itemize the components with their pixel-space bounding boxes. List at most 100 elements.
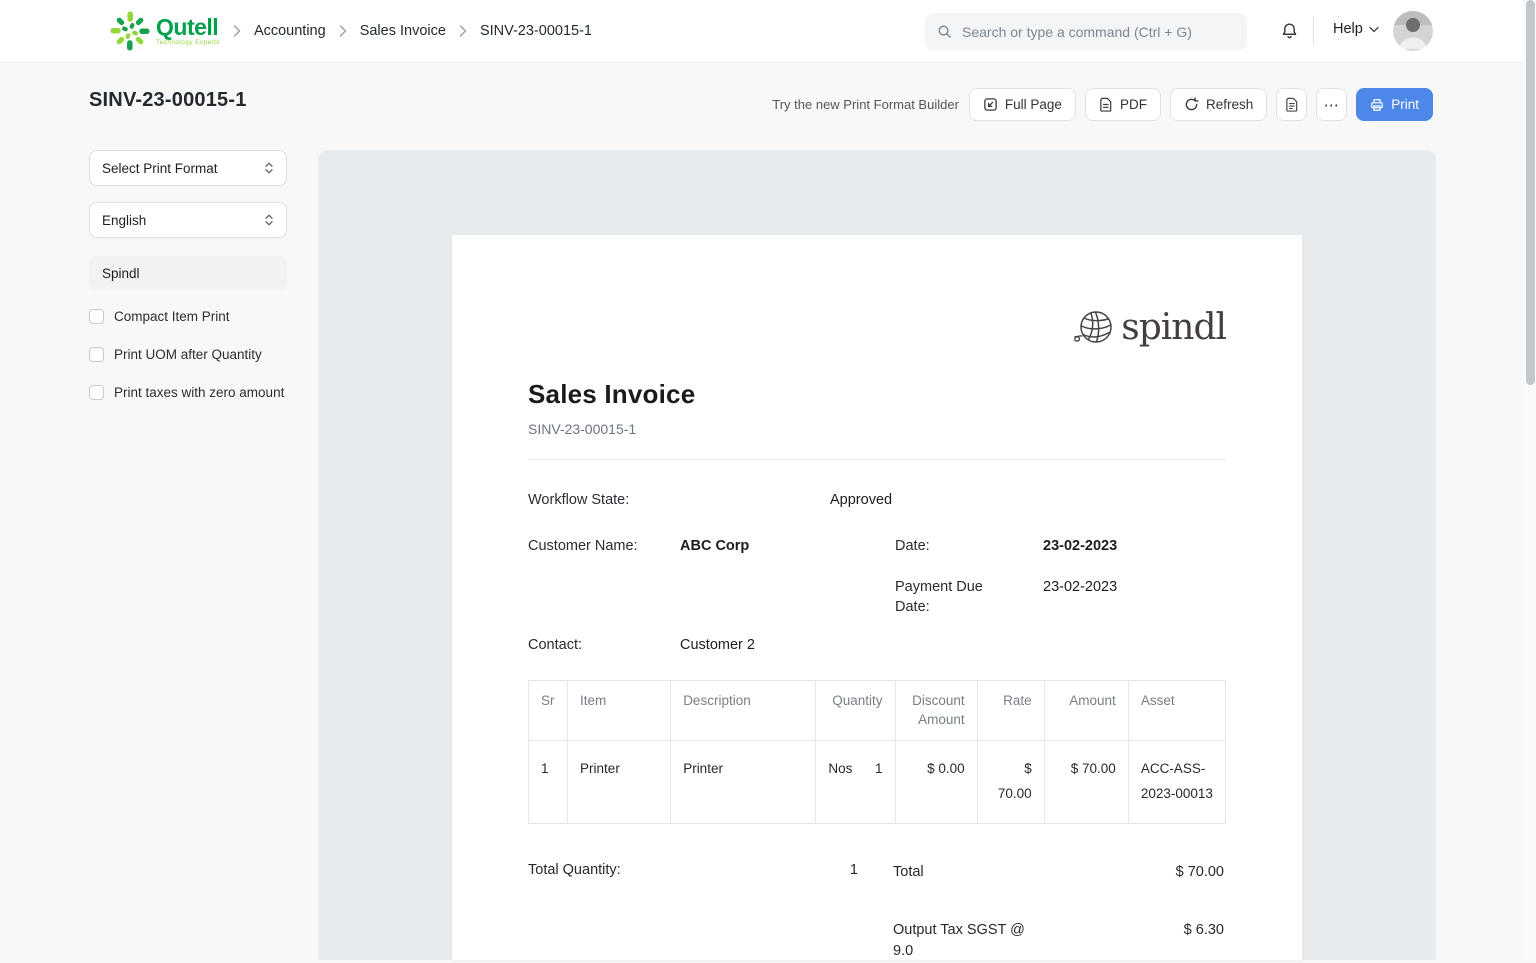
full-page-icon: [983, 97, 998, 112]
cell-quantity: Nos 1: [815, 740, 896, 824]
logo-name: Qutell: [156, 13, 219, 40]
breadcrumb-accounting[interactable]: Accounting: [253, 23, 326, 39]
global-search[interactable]: [925, 13, 1247, 50]
help-label: Help: [1333, 21, 1363, 37]
refresh-icon: [1184, 97, 1199, 112]
language-select-value: English: [102, 212, 147, 228]
cell-qty: 1: [874, 761, 883, 777]
col-header-amount: Amount: [1043, 679, 1129, 742]
field-label: Customer Name:: [528, 538, 638, 555]
field-value: 23-02-2023: [1043, 578, 1118, 595]
chevron-right-icon: [233, 25, 241, 37]
page-title: SINV-23-00015-1: [89, 89, 247, 111]
print-format-select-value: Select Print Format: [102, 160, 218, 176]
cell-rate: $ 70.00: [976, 740, 1045, 824]
invoice-divider: [528, 459, 1226, 460]
pdf-button[interactable]: PDF: [1084, 88, 1161, 121]
letterhead-value: Spindl: [102, 265, 140, 281]
tax-value: $ 6.30: [1183, 921, 1224, 938]
company-logo: spindl: [528, 307, 1227, 349]
select-updown-icon: [264, 161, 274, 175]
col-header-rate: Rate: [976, 679, 1045, 742]
checkbox-box[interactable]: [89, 309, 104, 324]
invoice-number: SINV-23-00015-1: [528, 421, 637, 437]
cell-amount: $ 70.00: [1043, 740, 1129, 824]
chevron-right-icon: [459, 25, 467, 37]
help-menu[interactable]: Help: [1333, 21, 1379, 37]
pdf-label: PDF: [1119, 97, 1147, 112]
navbar-divider: [1313, 17, 1314, 45]
document-icon: [1285, 97, 1299, 112]
app-logo[interactable]: Qutell Technology Experts: [108, 8, 220, 54]
full-page-button[interactable]: Full Page: [968, 88, 1076, 121]
notifications-bell-icon[interactable]: [1280, 21, 1299, 41]
total-label: Total: [893, 863, 924, 880]
checkbox-box[interactable]: [89, 385, 104, 400]
print-button[interactable]: Print: [1356, 88, 1433, 121]
cell-description: Printer: [670, 740, 817, 824]
search-input[interactable]: [960, 22, 1235, 41]
col-header-quantity: Quantity: [815, 679, 896, 742]
field-label: Contact:: [528, 636, 582, 653]
top-navbar: Qutell Technology Experts Accounting Sal…: [0, 0, 1536, 63]
qutell-pinwheel-icon: [108, 8, 152, 54]
full-page-label: Full Page: [1004, 97, 1062, 112]
checkbox-print-taxes-zero-amount[interactable]: Print taxes with zero amount: [89, 385, 287, 400]
printer-icon: [1370, 98, 1384, 112]
search-icon: [937, 24, 952, 39]
field-value: Approved: [830, 492, 893, 508]
field-label: Date:: [895, 538, 930, 555]
breadcrumb-sales-invoice[interactable]: Sales Invoice: [359, 23, 446, 39]
page-actions: Try the new Print Format Builder Full Pa…: [772, 88, 1433, 121]
print-format-builder-link[interactable]: Try the new Print Format Builder: [772, 97, 959, 112]
page-scrollbar-thumb[interactable]: [1526, 0, 1535, 385]
user-avatar[interactable]: [1393, 11, 1433, 51]
total-quantity-value: 1: [849, 861, 858, 878]
col-header-description: Description: [670, 679, 817, 742]
document-settings-button[interactable]: [1276, 88, 1308, 121]
checkbox-print-uom-after-quantity[interactable]: Print UOM after Quantity: [89, 347, 287, 362]
letterhead-field[interactable]: Spindl: [89, 256, 287, 290]
field-label: Payment Due Date:: [895, 578, 983, 615]
page-scrollbar-track[interactable]: [1524, 0, 1536, 960]
print-preview-area: spindl Sales Invoice SINV-23-00015-1 Wor…: [318, 150, 1436, 960]
field-contact: Contact: Customer 2: [528, 635, 876, 655]
invoice-items-table: Sr Item Description Quantity Discount Am…: [527, 679, 1227, 824]
total-quantity-label: Total Quantity:: [528, 861, 621, 878]
yarn-ball-icon: [1064, 307, 1116, 349]
field-value: ABC Corp: [680, 538, 750, 555]
cell-asset: ACC-ASS-2023-00013: [1127, 740, 1227, 824]
company-logo-text: spindl: [1121, 307, 1227, 348]
total-row: Total $ 70.00: [893, 862, 1224, 884]
chevron-right-icon: [339, 25, 347, 37]
pdf-file-icon: [1099, 97, 1113, 112]
col-header-discount-amount: Discount Amount: [894, 679, 978, 742]
tax-label: Output Tax SGST @ 9.0: [893, 921, 1025, 960]
print-format-select[interactable]: Select Print Format: [89, 150, 287, 186]
col-header-sr: Sr: [527, 679, 569, 742]
field-customer-name: Customer Name: ABC Corp: [528, 536, 876, 556]
cell-item: Printer: [567, 740, 672, 824]
logo-tagline: Technology Experts: [156, 38, 220, 46]
refresh-button[interactable]: Refresh: [1169, 88, 1268, 121]
field-value: 23-02-2023: [1043, 538, 1118, 555]
checkbox-label: Print taxes with zero amount: [114, 385, 285, 400]
table-header-row: Sr Item Description Quantity Discount Am…: [527, 679, 1227, 742]
more-options-button[interactable]: ⋯: [1316, 88, 1348, 121]
field-date: Date: 23-02-2023: [895, 536, 1226, 556]
select-updown-icon: [264, 213, 274, 227]
cell-sr: 1: [527, 740, 569, 824]
language-select[interactable]: English: [89, 202, 287, 238]
breadcrumb-current-doc[interactable]: SINV-23-00015-1: [479, 23, 592, 39]
checkbox-compact-item-print[interactable]: Compact Item Print: [89, 309, 287, 324]
print-sidebar: Select Print Format English Spindl Compa…: [89, 150, 287, 423]
tax-row: Output Tax SGST @ 9.0 $ 6.30: [893, 920, 1224, 963]
field-workflow-state: Workflow State: Approved: [528, 490, 1226, 510]
refresh-label: Refresh: [1205, 97, 1254, 112]
col-header-asset: Asset: [1127, 679, 1227, 742]
invoice-title: Sales Invoice: [528, 379, 696, 409]
cell-uom: Nos: [828, 761, 853, 777]
print-label: Print: [1391, 97, 1419, 112]
invoice-totals: Total Quantity: 1 Total $ 70.00 Output T…: [528, 862, 1226, 963]
checkbox-box[interactable]: [89, 347, 104, 362]
